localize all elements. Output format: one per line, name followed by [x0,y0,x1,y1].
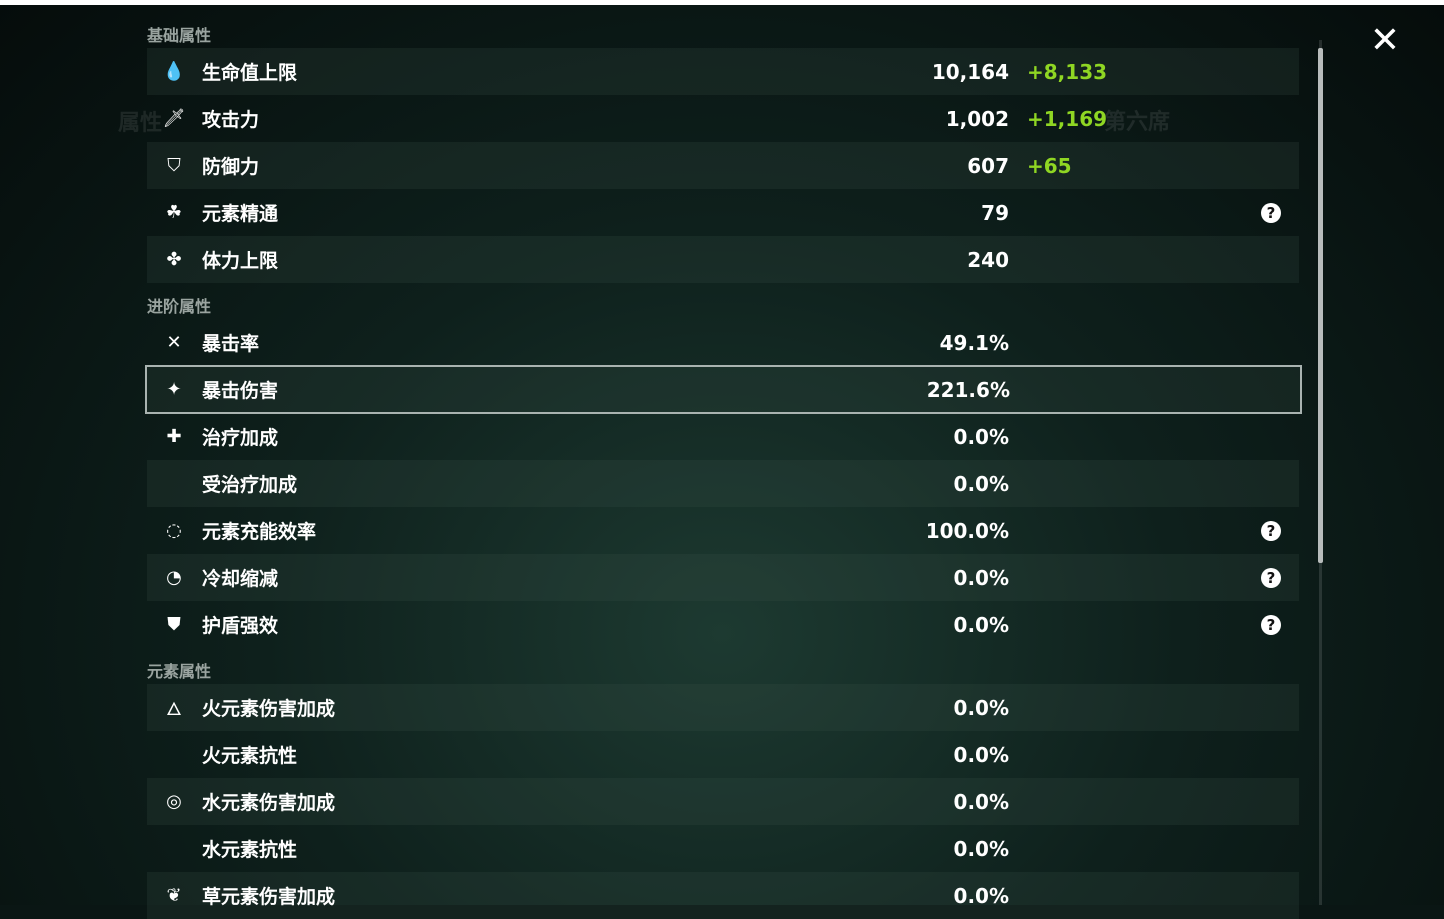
stat-value: 0.0% [953,612,1009,637]
stat-value: 0.0% [953,424,1009,449]
stat-row[interactable]: ☘ 元素精通 79? [147,189,1299,236]
sword-icon: 🗡 [162,108,186,129]
energy-recharge-icon: ◌ [166,520,182,541]
healing-icon: ✚ [166,426,182,447]
stat-label: 暴击率 [202,333,260,355]
background-ghost-text: 属性 [118,111,163,136]
stat-label: 火元素伤害加成 [202,698,336,720]
stat-label: 冷却缩减 [202,568,279,590]
stat-row[interactable]: ✤ 体力上限 240 [147,236,1299,283]
stat-value: 0.0% [953,883,1009,908]
dendro-icon: ❦ [166,885,182,906]
stat-label: 水元素伤害加成 [202,792,336,814]
stat-row[interactable]: ✕ 暴击率 49.1% [147,319,1299,366]
stat-label: 元素充能效率 [202,521,317,543]
stat-label: 受治疗加成 [202,474,298,496]
stat-row[interactable]: 火元素抗性 0.0% [147,731,1299,778]
stat-bonus: +8,133 [1027,59,1108,84]
stat-value: 0.0% [953,789,1009,814]
stat-label: 水元素抗性 [202,839,298,861]
stat-value: 79 [981,200,1009,225]
stat-row[interactable]: 💧 生命值上限 10,164 +8,133 [147,48,1299,95]
stat-row[interactable]: ◎ 水元素伤害加成 0.0% [147,778,1299,825]
stat-label: 防御力 [202,156,260,178]
shield-strength-icon: ⛊ [167,614,181,635]
help-icon[interactable]: ? [1261,567,1281,588]
stat-value: 0.0% [953,695,1009,720]
section-title: 基础属性 [147,26,212,45]
help-icon[interactable]: ? [1261,614,1281,635]
help-icon[interactable]: ? [1261,520,1281,541]
stat-value: 1,002 [945,106,1009,131]
stat-row[interactable]: ❦ 草元素伤害加成 0.0% [147,872,1299,919]
background-ghost-text: 第六席 [1104,110,1171,135]
stat-value: 100.0% [925,518,1009,543]
stat-row[interactable]: ⛉ 防御力 607 +65 [147,142,1299,189]
stat-row[interactable]: ◔ 冷却缩减 0.0%? [147,554,1299,601]
stat-value: 49.1% [939,330,1009,355]
stat-label: 火元素抗性 [202,745,298,767]
stat-row[interactable]: 🗡 攻击力 1,002 +1,169 [147,95,1299,142]
crit-rate-icon: ✕ [166,332,182,353]
stat-label: 体力上限 [202,250,279,272]
stat-row[interactable]: ⛊ 护盾强效 0.0%? [147,601,1299,648]
stat-label: 暴击伤害 [202,380,279,402]
scrollbar-thumb[interactable] [1318,48,1323,563]
stat-label: 攻击力 [202,109,260,131]
cooldown-icon: ◔ [166,567,182,588]
blank-icon [162,472,186,496]
stat-row[interactable]: 受治疗加成 0.0% [147,460,1299,507]
help-icon[interactable]: ? [1261,202,1281,223]
stat-label: 治疗加成 [202,427,279,449]
blank-icon [162,837,186,861]
crit-dmg-icon: ✦ [166,379,182,400]
stat-row[interactable]: ✚ 治疗加成 0.0% [147,413,1299,460]
stat-row[interactable]: ✦ 暴击伤害 221.6% [145,365,1302,414]
stat-label: 护盾强效 [202,615,279,637]
stamina-icon: ✤ [166,249,182,270]
section-title: 元素属性 [147,662,212,681]
stat-row[interactable]: 水元素抗性 0.0% [147,825,1299,872]
stat-value: 0.0% [953,742,1009,767]
shield-icon: ⛉ [167,155,181,176]
elemental-mastery-icon: ☘ [165,202,183,223]
hydro-icon: ◎ [166,791,182,812]
stat-label: 草元素伤害加成 [202,886,336,908]
stat-label: 生命值上限 [202,62,298,84]
stat-value: 0.0% [953,836,1009,861]
stat-row[interactable]: ◌ 元素充能效率 100.0%? [147,507,1299,554]
section-title: 进阶属性 [147,297,212,316]
stat-value: 10,164 [931,59,1009,84]
stat-value: 0.0% [953,471,1009,496]
stat-value: 221.6% [926,377,1010,402]
stat-value: 607 [967,153,1009,178]
stat-value: 240 [967,247,1009,272]
stat-label: 元素精通 [202,203,279,225]
stat-bonus: +65 [1027,153,1072,178]
stat-value: 0.0% [953,565,1009,590]
stat-bonus: +1,169 [1027,106,1108,131]
top-edge [0,0,1444,5]
close-button[interactable]: ✕ [1369,20,1401,61]
blank-icon [162,743,186,767]
stat-row[interactable]: 🜂 火元素伤害加成 0.0% [147,684,1299,731]
hp-drop-icon: 💧 [162,61,186,82]
pyro-icon: 🜂 [166,699,182,720]
